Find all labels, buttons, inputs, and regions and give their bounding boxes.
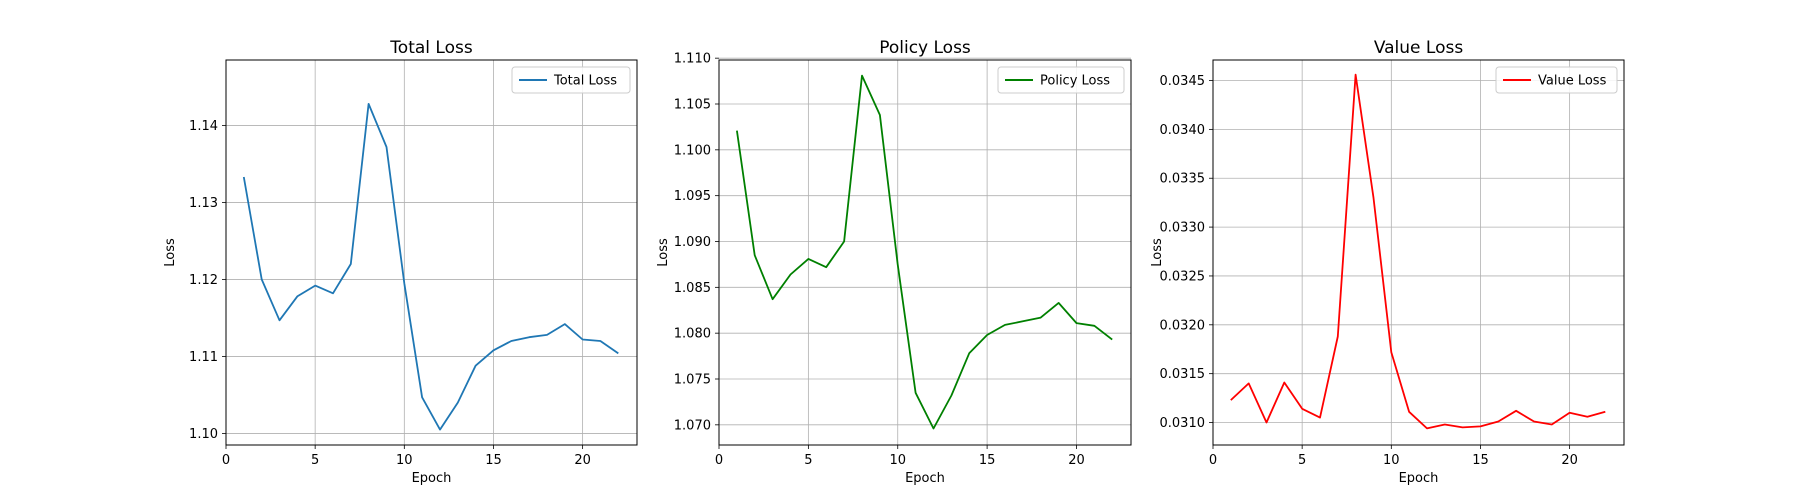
y-tick-label: 0.0325	[1160, 269, 1206, 284]
y-tick-label: 0.0310	[1160, 416, 1206, 431]
x-axis-label: Epoch	[905, 471, 945, 486]
y-tick-label: 0.0345	[1160, 74, 1206, 89]
x-tick-label: 15	[979, 453, 996, 468]
x-tick-label: 5	[1298, 453, 1306, 468]
y-tick-label: 1.10	[189, 427, 218, 442]
y-tick-label: 1.13	[189, 196, 218, 211]
chart-title: Total Loss	[389, 38, 473, 58]
legend-label: Value Loss	[1538, 74, 1607, 89]
x-tick-label: 10	[396, 453, 413, 468]
x-tick-label: 0	[1209, 453, 1217, 468]
axes-frame	[225, 59, 638, 446]
legend-box	[997, 66, 1125, 94]
y-tick-label: 1.095	[674, 189, 711, 204]
y-tick-label: 0.0315	[1160, 367, 1206, 382]
subplot-policy-loss: 0 5 10 15 20 1.070 1.075 1.080 1.085 1.090 1.095 1.…	[656, 38, 1132, 486]
x-tick-label: 0	[715, 453, 723, 468]
y-tick-label: 1.100	[674, 143, 711, 158]
legend: Value Loss	[1495, 66, 1618, 94]
x-tick-label: 0	[222, 453, 230, 468]
y-tick-label: 0.0320	[1160, 318, 1206, 333]
legend: Policy Loss	[997, 66, 1125, 94]
x-tick-label: 15	[485, 453, 502, 468]
legend-label: Total Loss	[553, 74, 617, 89]
legend: Total Loss	[511, 66, 631, 94]
y-tick-label: 1.14	[189, 119, 218, 134]
y-tick-label: 1.085	[674, 281, 711, 296]
chart-title: Policy Loss	[879, 38, 971, 58]
x-tick-label: 5	[804, 453, 812, 468]
y-tick-label: 1.12	[189, 273, 218, 288]
y-tick-label: 1.070	[674, 418, 711, 433]
x-tick-label: 10	[1383, 453, 1400, 468]
legend-box	[511, 66, 631, 94]
axes-frame	[718, 59, 1132, 446]
y-tick-label: 0.0340	[1160, 123, 1206, 138]
y-tick-label: 1.080	[674, 327, 711, 342]
y-tick-label: 0.0335	[1160, 172, 1206, 187]
x-tick-label: 20	[1068, 453, 1085, 468]
x-axis-label: Epoch	[1399, 471, 1439, 486]
legend-label: Policy Loss	[1040, 74, 1110, 89]
y-axis-label: Loss	[1150, 238, 1165, 267]
legend-box	[1495, 66, 1618, 94]
y-tick-label: 1.075	[674, 373, 711, 388]
y-tick-label: 0.0330	[1160, 221, 1206, 236]
series-line-value-loss	[1230, 73, 1606, 430]
x-tick-label: 15	[1472, 453, 1489, 468]
y-tick-label: 1.105	[674, 98, 711, 113]
subplot-total-loss: 0 5 10 15 20 1.10 1.11 1.12 1.13 1.14 Total Loss Ep…	[163, 38, 638, 486]
y-tick-label: 1.090	[674, 235, 711, 250]
x-tick-label: 20	[1561, 453, 1578, 468]
y-axis-label: Loss	[656, 238, 671, 267]
chart-title: Value Loss	[1374, 38, 1464, 58]
axes-frame	[1212, 59, 1625, 446]
series-line-total-loss	[242, 103, 619, 431]
x-tick-label: 5	[311, 453, 319, 468]
x-tick-label: 20	[574, 453, 591, 468]
y-axis-label: Loss	[163, 238, 178, 267]
subplot-value-loss: 0 5 10 15 20 0.0310 0.0315 0.0320 0.0325 0.0330 0.…	[1150, 38, 1625, 486]
y-tick-label: 1.110	[674, 52, 711, 67]
x-axis-label: Epoch	[412, 471, 452, 486]
series-line-policy-loss	[736, 74, 1113, 430]
x-tick-label: 10	[889, 453, 906, 468]
y-tick-label: 1.11	[189, 350, 218, 365]
